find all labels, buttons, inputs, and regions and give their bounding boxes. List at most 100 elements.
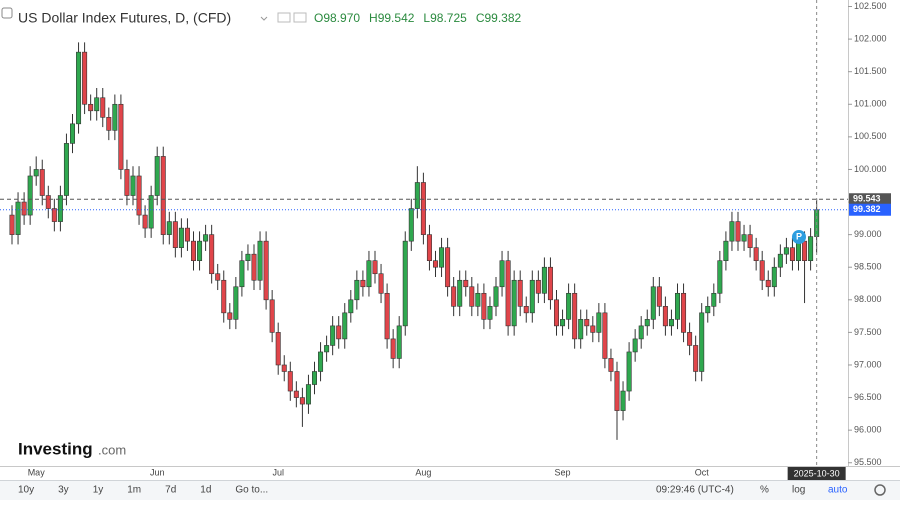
y-tick-label: 101.000 — [854, 99, 887, 109]
candle-body — [650, 286, 656, 320]
brand-suffix: .com — [98, 442, 126, 457]
candle-body — [457, 279, 463, 307]
candle-body — [572, 292, 578, 340]
candle-body — [281, 364, 287, 372]
candle-body — [354, 279, 360, 301]
candle-body — [130, 175, 136, 196]
candle-body — [257, 240, 263, 281]
candle-body — [723, 240, 729, 261]
candle-body — [336, 325, 342, 340]
candle-body — [51, 208, 57, 222]
candle-body — [505, 260, 511, 327]
candle-body — [269, 299, 275, 333]
x-tick-label: Oct — [695, 467, 710, 477]
candle-body — [674, 292, 680, 320]
candle-body — [275, 332, 281, 366]
scale-option[interactable]: auto — [828, 485, 848, 496]
candle-body — [287, 371, 293, 392]
scale-option[interactable]: % — [760, 485, 769, 496]
candle-body — [553, 299, 559, 327]
candle-body — [45, 195, 51, 209]
icon[interactable] — [277, 12, 291, 23]
candle-body — [608, 358, 614, 372]
candle-body — [263, 240, 269, 301]
candle-body — [426, 234, 432, 261]
candle-body — [39, 169, 45, 196]
candle-body — [118, 103, 124, 170]
candle-body — [802, 240, 808, 261]
candle-body — [626, 351, 632, 392]
range-button[interactable]: 10y — [18, 485, 34, 496]
range-button[interactable]: 7d — [165, 485, 176, 496]
candle-body — [439, 247, 445, 268]
event-badge[interactable] — [792, 230, 806, 244]
range-button[interactable]: Go to... — [235, 485, 268, 496]
candle-body — [63, 143, 69, 196]
candle-body — [215, 273, 221, 281]
candle-body — [342, 312, 348, 340]
settings-icon[interactable] — [874, 484, 886, 496]
candle-body — [777, 253, 783, 268]
candle-body — [396, 325, 402, 359]
dropdown-icon[interactable] — [260, 16, 268, 21]
candle-body — [209, 234, 215, 275]
candle-body — [741, 234, 747, 242]
candle-body — [693, 345, 699, 372]
candle-body — [160, 156, 166, 235]
candle-body — [360, 279, 366, 288]
candle-body — [311, 371, 317, 385]
clock: 09:29:46 (UTC-4) — [656, 485, 734, 496]
candle-body — [590, 325, 596, 333]
y-tick-label: 97.000 — [854, 359, 882, 369]
candle-body — [57, 195, 63, 222]
candle-body — [305, 384, 311, 405]
candle-body — [789, 247, 795, 261]
candle-body — [632, 338, 638, 353]
candle-body — [172, 221, 178, 248]
candle-body — [154, 156, 160, 196]
range-button[interactable]: 1d — [200, 485, 211, 496]
price-label: 99.543 — [853, 194, 881, 204]
candle-body — [596, 312, 602, 333]
candle-body — [27, 175, 33, 216]
candle-body — [517, 279, 523, 307]
y-tick-label: 96.500 — [854, 392, 882, 402]
candle-body — [644, 319, 650, 327]
crosshair-label-bg — [787, 467, 846, 480]
candle-body — [614, 371, 620, 411]
candle-body — [76, 51, 82, 125]
candle-body — [699, 312, 705, 372]
icon[interactable] — [293, 12, 307, 23]
range-button[interactable]: 1m — [127, 485, 141, 496]
candle-body — [687, 332, 693, 346]
chart-title: US Dollar Index Futures, D, (CFD) — [18, 10, 231, 26]
ohlc-label: O98.970 — [314, 11, 360, 25]
event-badge-icon: P — [796, 231, 802, 241]
candle-body — [33, 169, 39, 177]
candle-body — [547, 266, 553, 301]
y-tick-label: 100.000 — [854, 164, 887, 174]
candle-body — [414, 182, 420, 209]
ohlc-label: H99.542 — [369, 11, 415, 25]
candle-body — [221, 279, 227, 314]
price-label-bg — [849, 203, 891, 216]
candle-body — [717, 260, 723, 294]
candle-body — [638, 325, 644, 340]
candle-body — [299, 397, 305, 405]
range-button[interactable]: 1y — [93, 485, 104, 496]
candle-body — [106, 117, 112, 131]
candle-body — [390, 338, 396, 359]
candle-body — [771, 266, 777, 288]
range-button[interactable]: 3y — [58, 485, 69, 496]
candle-body — [348, 299, 354, 314]
candle-body — [402, 240, 408, 327]
scale-option[interactable]: log — [792, 485, 805, 496]
candle-body — [366, 260, 372, 288]
candle-body — [765, 279, 771, 288]
candle-body — [747, 234, 753, 248]
candle-body — [70, 123, 76, 144]
y-tick-label: 96.000 — [854, 425, 882, 435]
x-tick-label: May — [28, 467, 46, 477]
candle-body — [753, 247, 759, 261]
x-tick-label: Aug — [415, 467, 431, 477]
